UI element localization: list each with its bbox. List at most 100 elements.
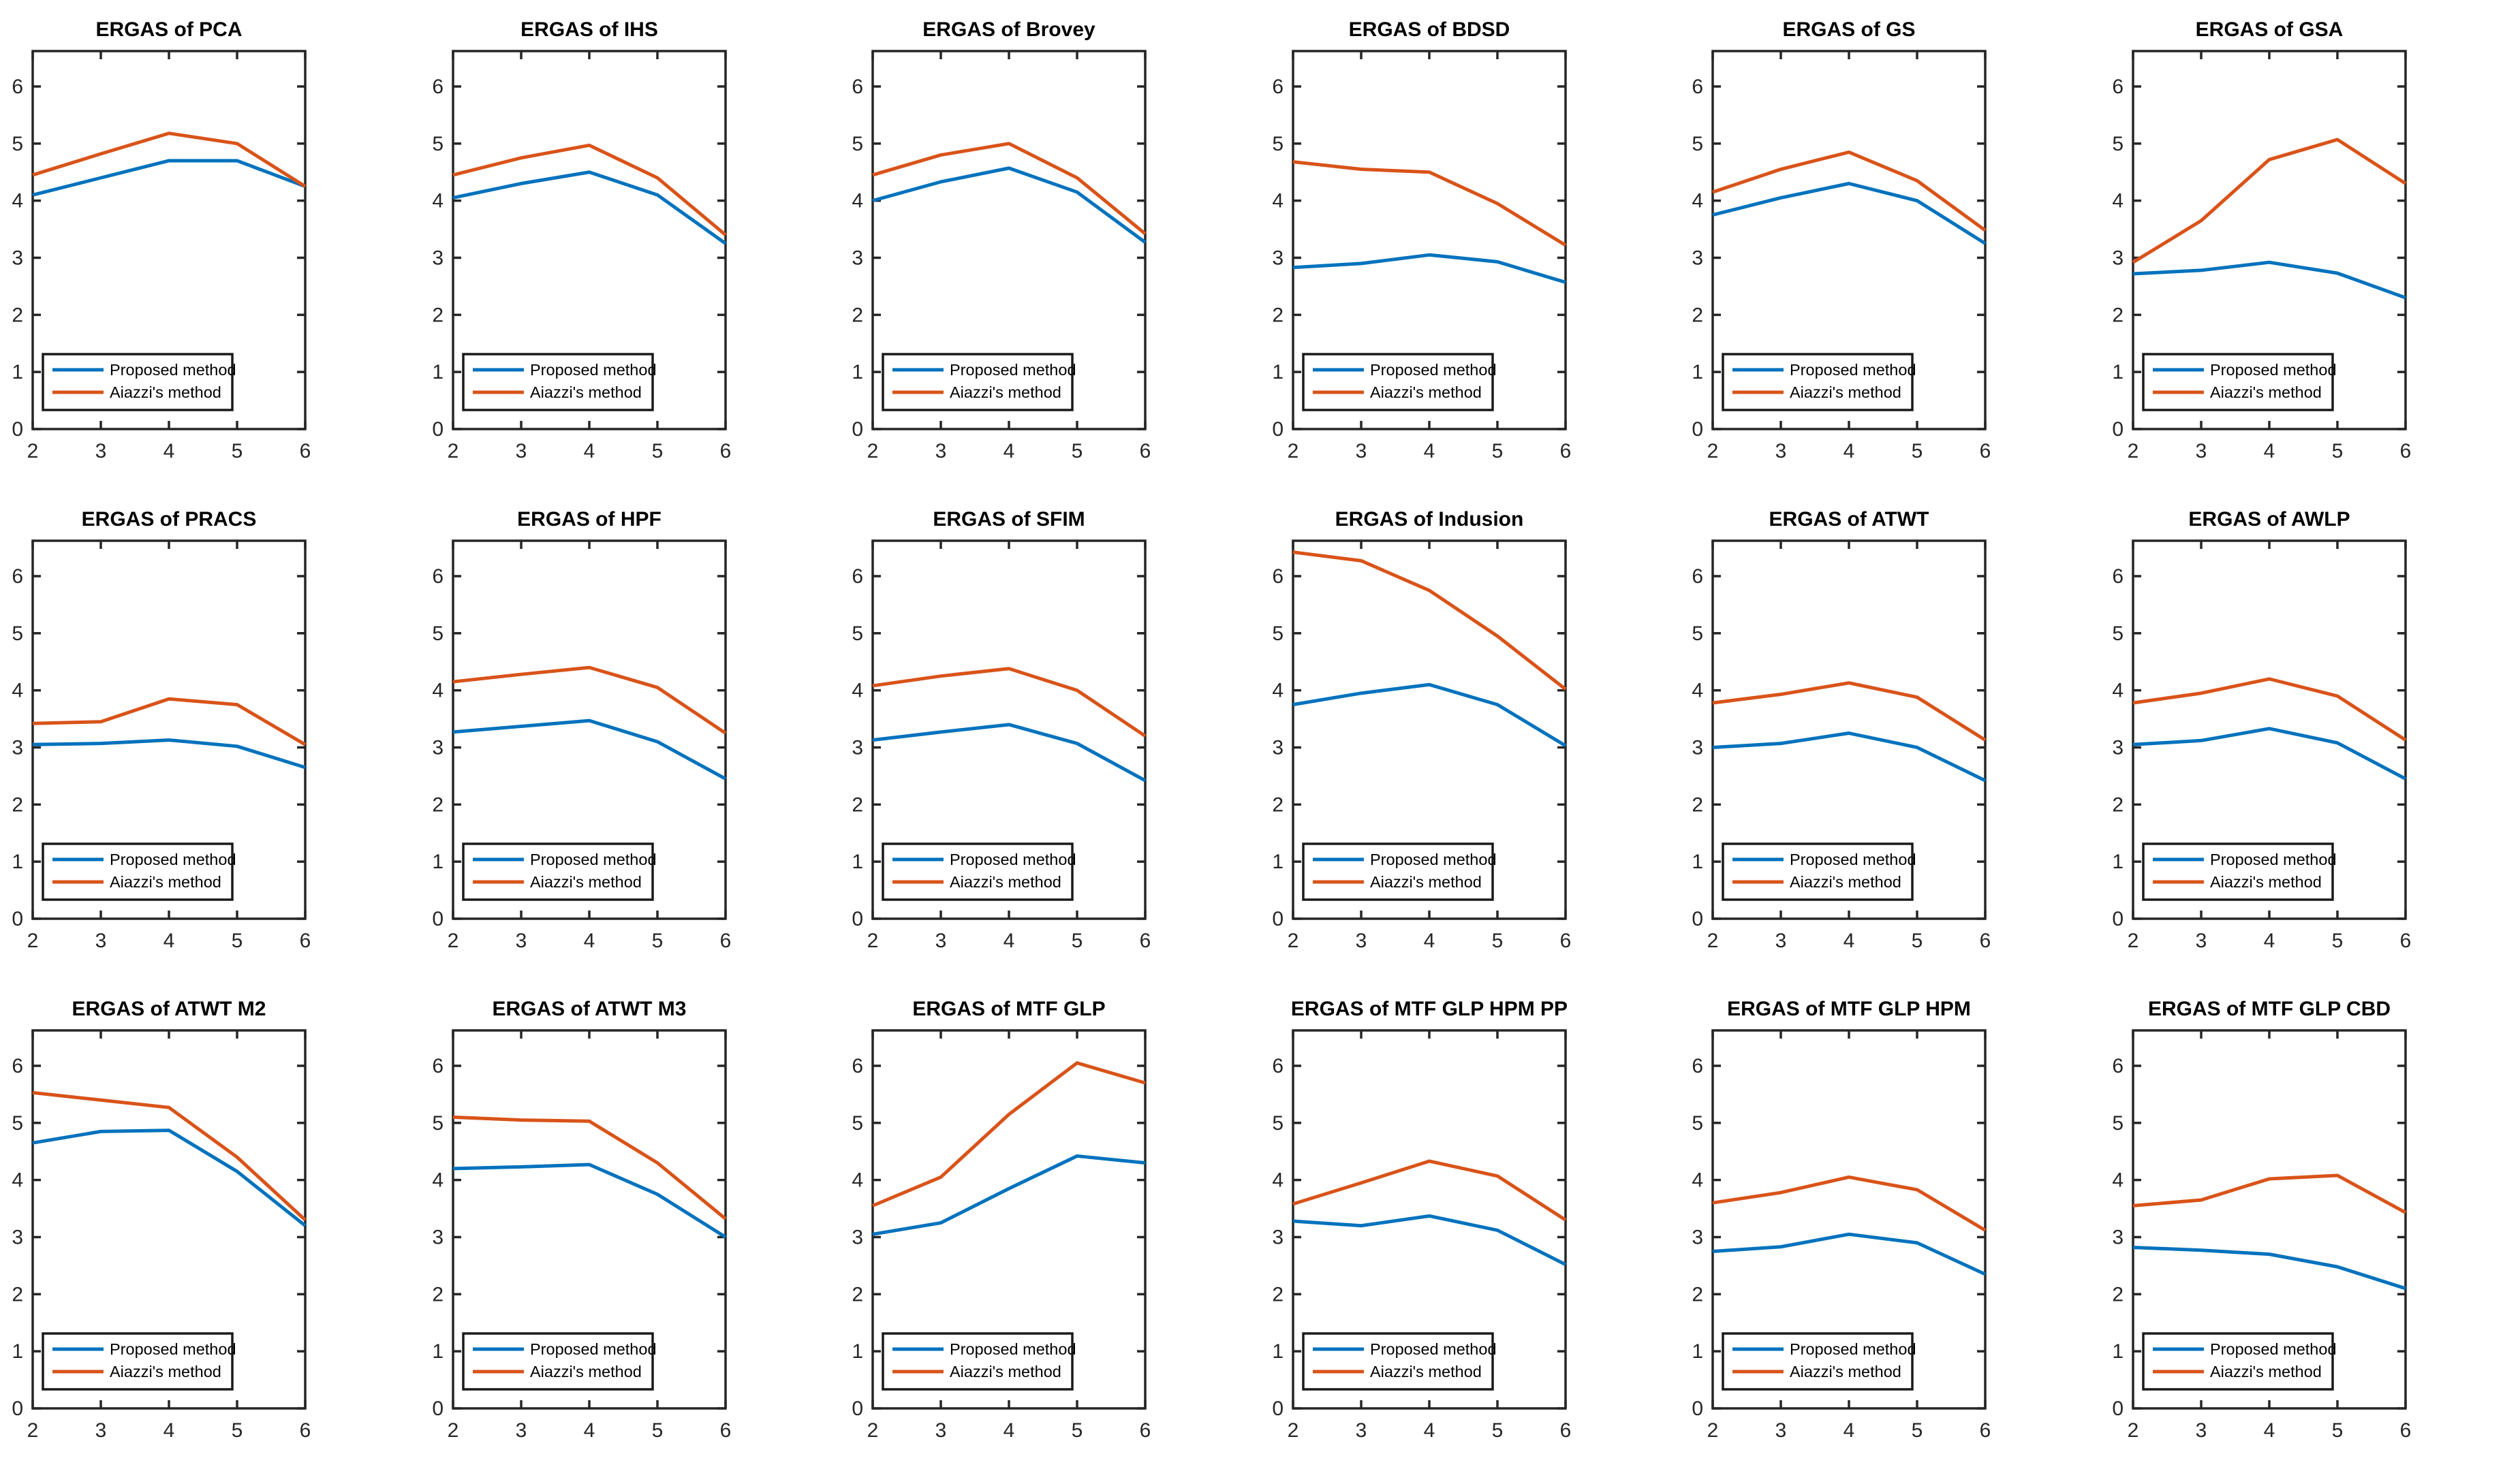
- y-tick-label: 4: [12, 680, 23, 702]
- y-tick-label: 1: [432, 361, 444, 383]
- legend-label-aiazzi: Aiazzi's method: [530, 873, 642, 891]
- x-tick-label: 4: [1844, 1419, 1855, 1442]
- x-tick-label: 6: [719, 1419, 731, 1442]
- legend-label-proposed: Proposed method: [950, 361, 1076, 379]
- x-tick-label: 3: [515, 440, 527, 462]
- y-tick-label: 6: [432, 76, 444, 98]
- subplot-title: ERGAS of ATWT: [1769, 508, 1929, 531]
- x-tick-label: 5: [1072, 1419, 1083, 1442]
- legend-label-proposed: Proposed method: [2210, 851, 2337, 868]
- y-tick-label: 3: [432, 1226, 444, 1248]
- legend-label-aiazzi: Aiazzi's method: [950, 1363, 1061, 1380]
- x-tick-label: 3: [95, 1419, 107, 1442]
- series-aiazzi-line: [872, 1061, 1146, 1207]
- y-tick-label: 5: [2112, 133, 2124, 155]
- x-tick-label: 3: [935, 1419, 947, 1442]
- x-tick-label: 2: [1707, 440, 1719, 462]
- series-aiazzi-line: [1292, 1159, 1566, 1222]
- x-tick-label: 2: [27, 1419, 39, 1442]
- y-tick-label: 0: [12, 908, 23, 930]
- legend: Proposed method Aiazzi's method: [1301, 353, 1496, 411]
- x-tick-label: 3: [1775, 440, 1787, 462]
- y-tick-label: 0: [1272, 1397, 1284, 1420]
- legend-label-proposed: Proposed method: [1790, 361, 1916, 379]
- y-tick-label: 1: [12, 361, 23, 383]
- x-tick-label: 3: [935, 930, 947, 952]
- x-tick-label: 5: [2331, 1419, 2343, 1442]
- y-tick-label: 0: [852, 418, 863, 441]
- y-tick-label: 1: [852, 851, 863, 873]
- y-tick-label: 3: [12, 1226, 23, 1248]
- axis-ticks: [451, 1030, 727, 1410]
- y-tick-label: 5: [852, 133, 863, 155]
- y-tick-label: 3: [1692, 736, 1703, 759]
- legend: Proposed method Aiazzi's method: [1722, 353, 1916, 411]
- subplot-15: ERGAS of MTF GLP HPM PP 2 3 4 5 6 0 1 2 3 4 5 6 Propo…: [1272, 998, 1571, 1442]
- x-tick-label: 6: [2399, 930, 2411, 952]
- legend: Proposed method Aiazzi's method: [882, 1332, 1076, 1391]
- legend-label-aiazzi: Aiazzi's method: [530, 1363, 642, 1380]
- axis-ticks: [1291, 51, 1567, 430]
- y-tick-label: 5: [1272, 133, 1284, 155]
- series-proposed-line: [32, 738, 306, 770]
- subplot-cell-5: ERGAS of GSA 2 3 4 5 6 0 1 2 3 4 5 6 Proposed method A…: [2100, 0, 2520, 490]
- y-tick-label: 5: [12, 133, 23, 155]
- subplot-cell-0: ERGAS of PCA 2 3 4 5 6 0 1 2 3 4 5 6 Proposed method A…: [0, 0, 420, 490]
- subplot-16: ERGAS of MTF GLP HPM 2 3 4 5 6 0 1 2 3 4 5 6 Proposed…: [1692, 998, 1991, 1442]
- subplot-title: ERGAS of MTF GLP HPM PP: [1290, 998, 1567, 1020]
- y-tick-label: 6: [1692, 565, 1703, 588]
- y-tick-label: 1: [852, 1340, 863, 1363]
- y-tick-label: 3: [12, 736, 23, 759]
- series-aiazzi-line: [1712, 150, 1987, 232]
- y-tick-label: 0: [432, 908, 444, 930]
- x-tick-label: 4: [1004, 1419, 1015, 1442]
- x-tick-label: 5: [1072, 930, 1083, 952]
- x-tick-label: 5: [651, 1419, 663, 1442]
- y-tick-label: 6: [1692, 76, 1703, 98]
- x-tick-label: 3: [1355, 1419, 1367, 1442]
- subplot-12: ERGAS of ATWT M2 2 3 4 5 6 0 1 2 3 4 5 6 Proposed met…: [12, 998, 311, 1442]
- legend: Proposed method Aiazzi's method: [1722, 842, 1916, 901]
- series-aiazzi-line: [872, 142, 1147, 236]
- x-tick-label: 3: [935, 440, 947, 462]
- series-aiazzi-line: [2132, 138, 2406, 264]
- y-tick-label: 4: [1272, 680, 1284, 702]
- y-tick-label: 1: [1272, 361, 1284, 383]
- legend: Proposed method Aiazzi's method: [1301, 842, 1496, 901]
- subplot-10: ERGAS of ATWT 2 3 4 5 6 0 1 2 3 4 5 6 Proposed method…: [1692, 508, 1991, 952]
- series-proposed-line: [1292, 1214, 1566, 1266]
- x-tick-label: 4: [583, 440, 595, 462]
- legend-box: [1722, 1332, 1914, 1391]
- y-tick-label: 2: [12, 1283, 23, 1306]
- y-tick-label: 3: [2112, 1226, 2124, 1248]
- legend: Proposed method Aiazzi's method: [882, 353, 1076, 411]
- x-tick-label: 2: [867, 440, 879, 462]
- legend-label-proposed: Proposed method: [2210, 361, 2337, 379]
- y-tick-label: 2: [432, 1283, 444, 1306]
- series-aiazzi-line: [32, 697, 307, 746]
- x-tick-label: 2: [447, 1419, 458, 1442]
- legend-box: [882, 353, 1074, 411]
- y-tick-label: 5: [12, 1112, 23, 1135]
- subplot-cell-13: ERGAS of ATWT M3 2 3 4 5 6 0 1 2 3 4 5 6 Proposed met…: [420, 979, 841, 1469]
- x-tick-label: 2: [27, 440, 39, 462]
- y-tick-label: 1: [1692, 851, 1703, 873]
- x-tick-label: 6: [1980, 1419, 1991, 1442]
- legend-label-aiazzi: Aiazzi's method: [110, 873, 221, 891]
- subplot-title: ERGAS of MTF GLP: [912, 998, 1105, 1020]
- subplot-cell-2: ERGAS of Brovey 2 3 4 5 6 0 1 2 3 4 5 6 Proposed meth…: [840, 0, 1260, 490]
- axis-ticks: [871, 1030, 1147, 1410]
- series-proposed-line: [872, 723, 1147, 783]
- y-tick-label: 3: [1272, 736, 1284, 759]
- legend-label-proposed: Proposed method: [1790, 1340, 1916, 1358]
- legend: Proposed method Aiazzi's method: [2141, 353, 2337, 411]
- legend-box: [42, 353, 234, 411]
- y-tick-label: 2: [1692, 1283, 1703, 1306]
- y-tick-label: 5: [1692, 1112, 1703, 1135]
- subplot-11: ERGAS of AWLP 2 3 4 5 6 0 1 2 3 4 5 6 Proposed method…: [2112, 508, 2411, 952]
- legend-label-aiazzi: Aiazzi's method: [1370, 383, 1482, 401]
- y-tick-label: 6: [852, 1055, 863, 1077]
- x-tick-label: 5: [651, 930, 663, 952]
- legend: Proposed method Aiazzi's method: [42, 1332, 236, 1391]
- x-tick-label: 5: [1912, 930, 1923, 952]
